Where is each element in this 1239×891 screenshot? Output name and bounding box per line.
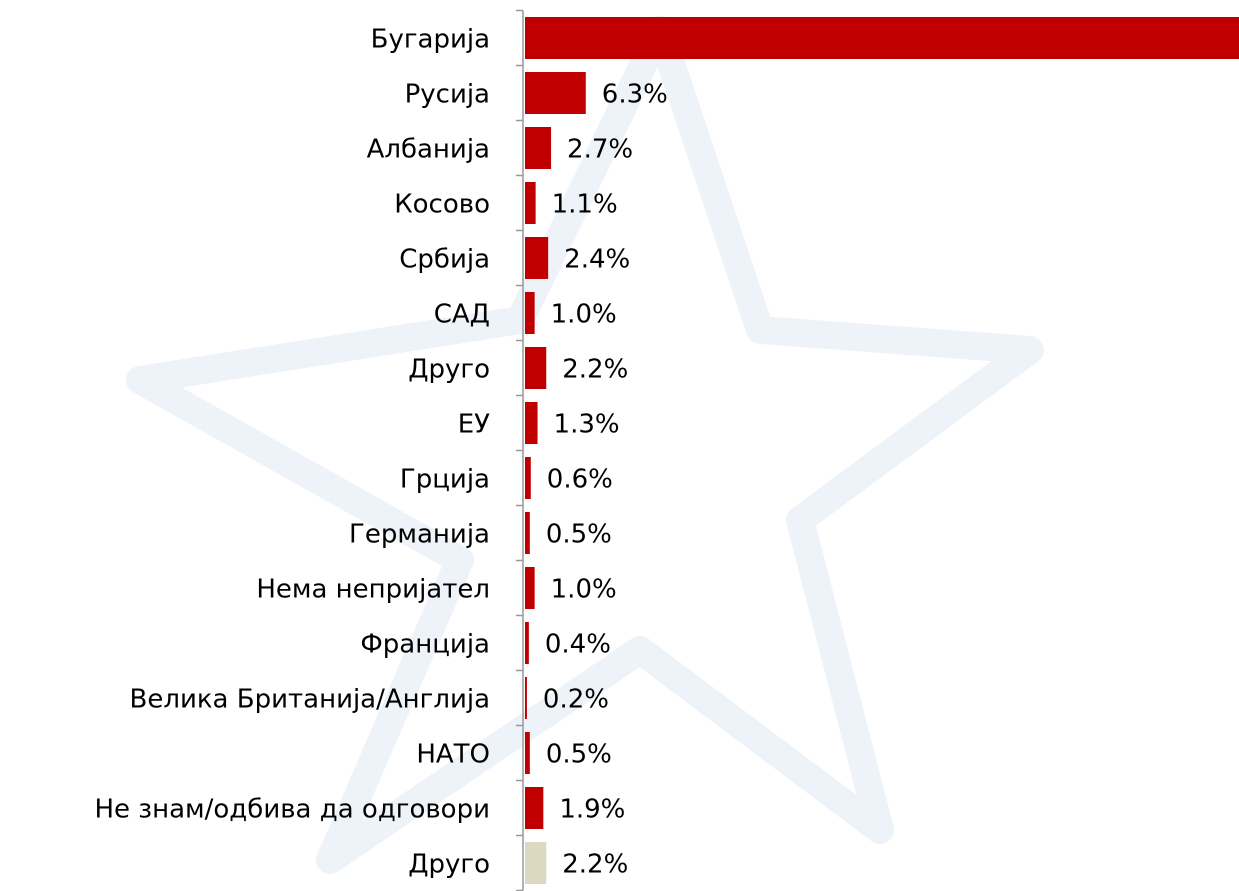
category-label: Германија bbox=[349, 520, 490, 550]
bar bbox=[525, 732, 530, 774]
value-label: 0.2% bbox=[543, 685, 609, 715]
value-label: 1.9% bbox=[559, 795, 625, 825]
bar bbox=[525, 512, 530, 554]
value-label: 1.0% bbox=[551, 575, 617, 605]
bar bbox=[525, 677, 527, 719]
category-label: Русија bbox=[405, 80, 490, 110]
value-label: 6.3% bbox=[602, 80, 668, 110]
value-label: 1.0% bbox=[551, 300, 617, 330]
bar bbox=[525, 127, 551, 169]
category-label: Грција bbox=[400, 465, 490, 495]
category-label: Не знам/одбива да одговори bbox=[94, 795, 490, 825]
value-label: 1.3% bbox=[554, 410, 620, 440]
bar bbox=[525, 237, 548, 279]
category-label: Франција bbox=[360, 630, 490, 660]
value-label: 1.1% bbox=[552, 190, 618, 220]
category-label: Србија bbox=[399, 245, 490, 275]
value-label: 2.7% bbox=[567, 135, 633, 165]
value-label: 2.2% bbox=[562, 355, 628, 385]
category-label: Друго bbox=[408, 850, 490, 880]
bar bbox=[525, 622, 529, 664]
bar bbox=[525, 787, 543, 829]
category-label: НАТО bbox=[416, 740, 490, 770]
bar bbox=[525, 292, 535, 334]
category-label: ЕУ bbox=[458, 410, 490, 440]
category-label: Бугарија bbox=[371, 25, 490, 55]
page: {"chart_data": {"type": "hbar", "categor… bbox=[0, 0, 1239, 891]
bar bbox=[525, 17, 1239, 59]
value-label: 0.5% bbox=[546, 520, 612, 550]
value-label: 0.4% bbox=[545, 630, 611, 660]
category-label: Косово bbox=[394, 190, 490, 220]
chart: Бугарија Русија 6.3% Албанија 2.7% Косово 1.1%… bbox=[0, 0, 1239, 891]
bar bbox=[525, 567, 535, 609]
value-label: 2.2% bbox=[562, 850, 628, 880]
category-label: Албанија bbox=[367, 135, 490, 165]
category-label: САД bbox=[434, 300, 490, 330]
bar bbox=[525, 72, 586, 114]
bar bbox=[525, 842, 546, 884]
category-label: Нема непријател bbox=[256, 575, 490, 605]
bar bbox=[525, 457, 531, 499]
value-label: 0.5% bbox=[546, 740, 612, 770]
bar bbox=[525, 347, 546, 389]
value-label: 0.6% bbox=[547, 465, 613, 495]
category-label: Велика Британија/Англија bbox=[130, 685, 491, 715]
bar bbox=[525, 402, 538, 444]
value-label: 2.4% bbox=[564, 245, 630, 275]
bar bbox=[525, 182, 536, 224]
category-label: Друго bbox=[408, 355, 490, 385]
